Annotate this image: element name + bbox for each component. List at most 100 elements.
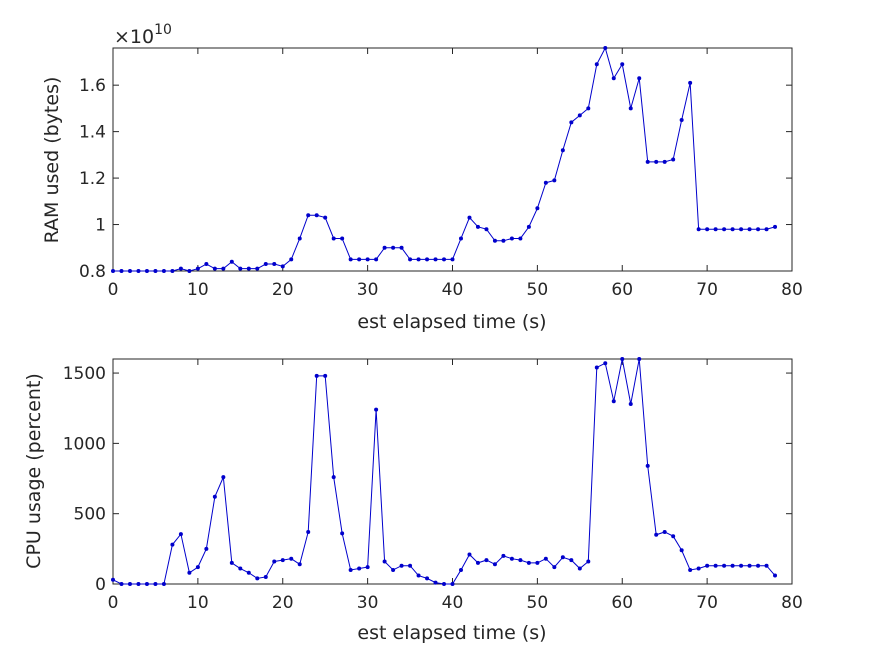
ram-data-point <box>306 213 311 218</box>
cpu-data-point <box>111 577 115 582</box>
cpu-y-tick-label: 1000 <box>63 434 106 454</box>
cpu-data-point <box>314 373 319 378</box>
cpu-data-point <box>611 399 616 404</box>
ram-y-axis-label: RAM used (bytes) <box>41 77 63 244</box>
ram-data-point <box>501 238 506 243</box>
cpu-data-point <box>272 559 277 564</box>
cpu-x-axis-label: est elapsed time (s) <box>357 622 546 644</box>
cpu-data-point <box>289 556 294 561</box>
ram-data-point <box>569 120 574 125</box>
ram-data-point <box>560 148 565 153</box>
cpu-data-point <box>357 566 362 571</box>
ram-data-point <box>620 62 625 67</box>
cpu-data-point <box>526 560 531 565</box>
cpu-data-point <box>773 573 778 578</box>
cpu-data-point <box>467 552 472 557</box>
cpu-x-tick-label: 80 <box>781 593 803 613</box>
cpu-data-point <box>178 532 183 537</box>
cpu-data-point <box>492 562 497 567</box>
ram-x-tick-label: 30 <box>357 280 379 300</box>
ram-data-point <box>679 118 684 123</box>
ram-data-point <box>484 227 489 232</box>
cpu-data-point <box>713 563 718 568</box>
cpu-series <box>111 357 778 586</box>
ram-x-tick-label: 50 <box>527 280 549 300</box>
ram-data-point <box>136 269 141 273</box>
ram-data-point <box>374 257 379 262</box>
cpu-y-tick-label: 1500 <box>63 364 106 384</box>
cpu-data-point <box>280 558 285 563</box>
cpu-data-point <box>382 559 387 564</box>
cpu-data-point <box>229 560 234 565</box>
ram-data-point <box>365 257 370 262</box>
cpu-data-point <box>620 357 625 361</box>
cpu-data-point <box>739 563 744 568</box>
ram-data-point <box>696 227 701 232</box>
ram-x-tick-label: 80 <box>781 280 803 300</box>
ram-data-point <box>195 266 200 271</box>
cpu-data-point <box>306 529 311 534</box>
cpu-data-point <box>569 558 574 563</box>
cpu-data-point <box>475 560 480 565</box>
cpu-data-point <box>246 570 251 575</box>
ram-data-point <box>543 180 548 185</box>
cpu-data-point <box>458 567 463 572</box>
cpu-data-point <box>144 582 149 586</box>
cpu-x-tick-label: 70 <box>696 593 718 613</box>
ram-data-point <box>238 266 243 271</box>
cpu-data-point <box>331 475 336 480</box>
cpu-data-point <box>645 463 650 468</box>
ram-data-point <box>705 227 710 232</box>
cpu-data-point <box>136 582 141 586</box>
cpu-ticks: 0 10 20 30 40 50 60 70 80 0 500 1000 1500 <box>63 359 803 613</box>
cpu-data-point <box>391 567 396 572</box>
ram-data-point <box>450 257 455 262</box>
cpu-data-point <box>127 582 132 586</box>
ram-data-point <box>221 266 226 271</box>
cpu-data-point <box>195 565 200 570</box>
ram-data-point <box>654 159 659 164</box>
ram-data-point <box>722 227 727 232</box>
ram-data-point <box>433 257 438 262</box>
ram-data-point <box>263 262 268 267</box>
cpu-data-point <box>696 566 701 571</box>
cpu-data-point <box>170 542 175 547</box>
cpu-data-point <box>764 563 769 568</box>
cpu-data-point <box>654 532 659 537</box>
cpu-data-point <box>560 555 565 560</box>
cpu-data-point <box>594 365 599 370</box>
ram-data-point <box>161 269 166 273</box>
ram-data-point <box>688 80 693 85</box>
ram-data-point <box>552 178 557 183</box>
cpu-data-point <box>442 582 447 586</box>
cpu-chart: 0 10 20 30 40 50 60 70 80 0 500 1000 1500 est elapse… <box>23 357 803 644</box>
cpu-data-point <box>679 548 684 553</box>
ram-data-point <box>662 159 667 164</box>
cpu-data-point <box>187 570 192 575</box>
cpu-x-tick-label: 40 <box>442 593 464 613</box>
ram-data-point <box>535 206 540 211</box>
ram-data-point <box>671 157 676 162</box>
ram-data-point <box>756 227 761 232</box>
ram-data-point <box>577 113 582 118</box>
ram-data-point <box>178 266 183 271</box>
cpu-data-point <box>408 563 413 568</box>
cpu-data-point <box>722 563 727 568</box>
ram-data-point <box>323 215 328 220</box>
ram-data-point <box>280 264 285 269</box>
cpu-data-point <box>161 582 166 586</box>
cpu-data-point <box>747 563 752 568</box>
ram-data-point <box>603 46 608 50</box>
ram-data-point <box>713 227 718 232</box>
cpu-x-tick-label: 0 <box>108 593 119 613</box>
ram-series <box>111 46 778 273</box>
ram-data-point <box>586 106 591 111</box>
ram-data-point <box>204 262 209 267</box>
ram-x-axis-label: est elapsed time (s) <box>357 311 546 333</box>
ram-data-point <box>764 227 769 232</box>
cpu-data-point <box>637 357 642 361</box>
ram-data-point <box>475 224 480 229</box>
cpu-data-point <box>119 582 124 586</box>
ram-data-point <box>229 259 234 264</box>
cpu-x-tick-label: 50 <box>527 593 549 613</box>
